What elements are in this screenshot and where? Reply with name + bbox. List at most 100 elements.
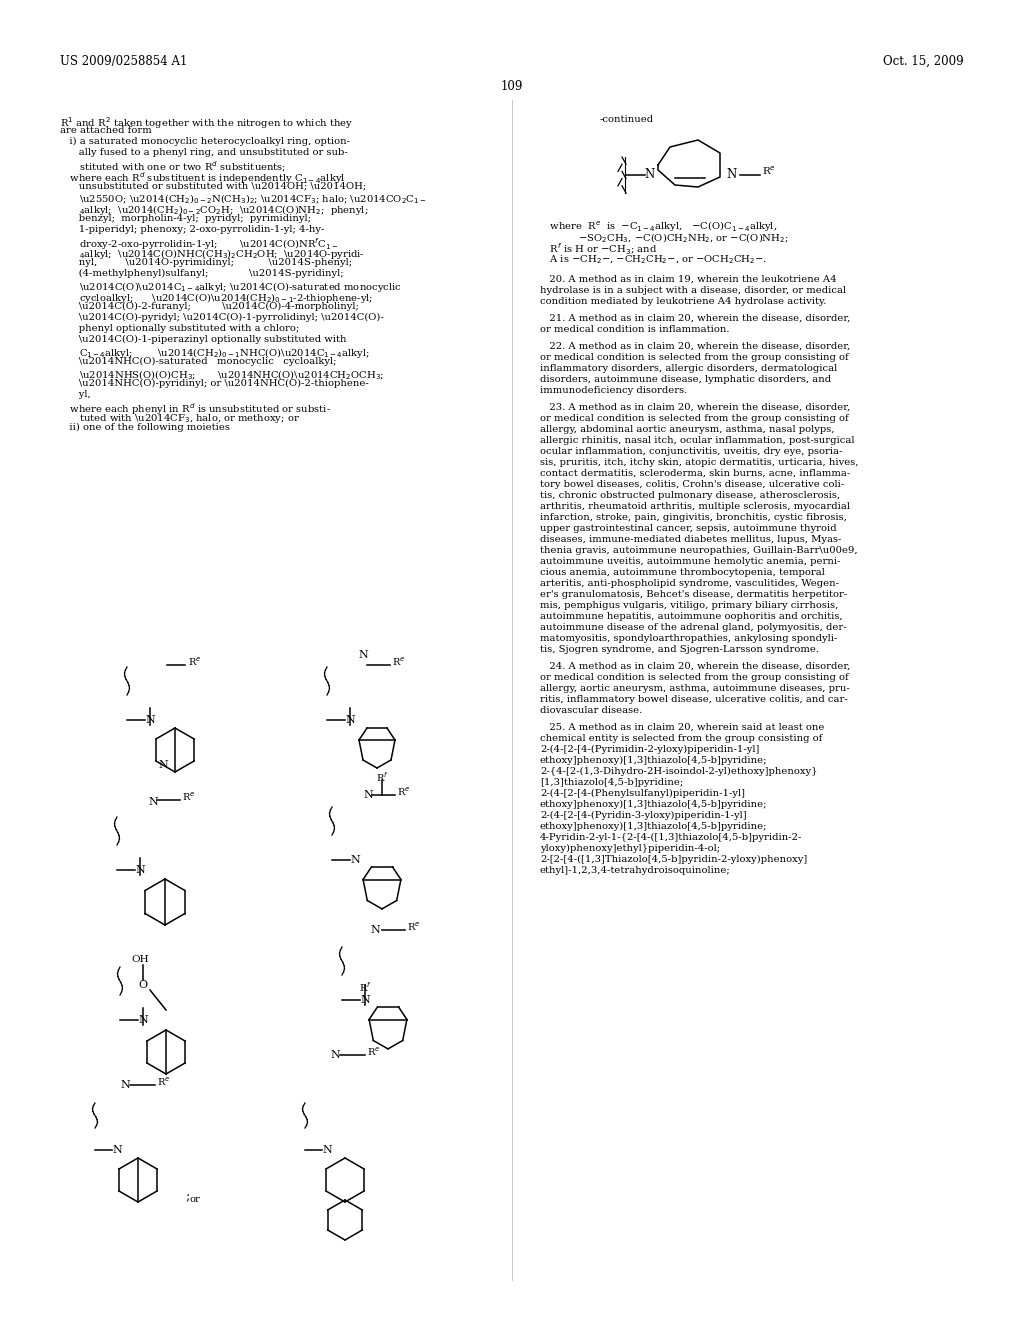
Text: R$^e$: R$^e$ xyxy=(407,921,420,933)
Text: N: N xyxy=(135,865,144,875)
Text: N: N xyxy=(158,760,168,770)
Text: R$^1$ and R$^2$ taken together with the nitrogen to which they: R$^1$ and R$^2$ taken together with the … xyxy=(60,115,353,131)
Text: mis, pemphigus vulgaris, vitiligo, primary biliary cirrhosis,: mis, pemphigus vulgaris, vitiligo, prima… xyxy=(540,601,839,610)
Text: $_{4}$alkyl;  \u2014C(O)NHC(CH$_3$)$_2$CH$_2$OH;  \u2014O-pyridi-: $_{4}$alkyl; \u2014C(O)NHC(CH$_3$)$_2$CH… xyxy=(60,247,365,261)
Text: phenyl optionally substituted with a chloro;: phenyl optionally substituted with a chl… xyxy=(60,323,299,333)
Text: 4-Pyridin-2-yl-1-{2-[4-([1,3]thiazolo[4,5-b]pyridin-2-: 4-Pyridin-2-yl-1-{2-[4-([1,3]thiazolo[4,… xyxy=(540,833,803,842)
Text: 2-[2-[4-([1,3]Thiazolo[4,5-b]pyridin-2-yloxy)phenoxy]: 2-[2-[4-([1,3]Thiazolo[4,5-b]pyridin-2-y… xyxy=(540,855,807,865)
Text: allergy, abdominal aortic aneurysm, asthma, nasal polyps,: allergy, abdominal aortic aneurysm, asth… xyxy=(540,425,835,434)
Text: 2-(4-[2-[4-(Pyrimidin-2-yloxy)piperidin-1-yl]: 2-(4-[2-[4-(Pyrimidin-2-yloxy)piperidin-… xyxy=(540,744,760,754)
Text: 20. A method as in claim 19, wherein the leukotriene A4: 20. A method as in claim 19, wherein the… xyxy=(540,275,837,284)
Text: N: N xyxy=(112,1144,122,1155)
Text: R$^e$: R$^e$ xyxy=(182,791,196,803)
Text: ethoxy]phenoxy)[1,3]thiazolo[4,5-b]pyridine;: ethoxy]phenoxy)[1,3]thiazolo[4,5-b]pyrid… xyxy=(540,822,768,832)
Text: allergic rhinitis, nasal itch, ocular inflammation, post-surgical: allergic rhinitis, nasal itch, ocular in… xyxy=(540,436,854,445)
Text: ;: ; xyxy=(185,1191,189,1203)
Text: -continued: -continued xyxy=(600,115,654,124)
Text: N: N xyxy=(145,715,155,725)
Text: 23. A method as in claim 20, wherein the disease, disorder,: 23. A method as in claim 20, wherein the… xyxy=(540,403,850,412)
Text: R$^f$: R$^f$ xyxy=(376,770,388,784)
Text: benzyl;  morpholin-4-yl;  pyridyl;  pyrimidinyl;: benzyl; morpholin-4-yl; pyridyl; pyrimid… xyxy=(60,214,311,223)
Text: autoimmune uveitis, autoimmune hemolytic anemia, perni-: autoimmune uveitis, autoimmune hemolytic… xyxy=(540,557,841,566)
Text: \u2014C(O)\u2014C$_{1-4}$alkyl; \u2014C(O)-saturated monocyclic: \u2014C(O)\u2014C$_{1-4}$alkyl; \u2014C(… xyxy=(60,280,401,294)
Text: R$^e$: R$^e$ xyxy=(367,1045,380,1059)
Text: autoimmune hepatitis, autoimmune oophoritis and orchitis,: autoimmune hepatitis, autoimmune oophori… xyxy=(540,612,843,620)
Text: N: N xyxy=(323,1144,332,1155)
Text: 109: 109 xyxy=(501,81,523,92)
Text: ethoxy]phenoxy)[1,3]thiazolo[4,5-b]pyridine;: ethoxy]phenoxy)[1,3]thiazolo[4,5-b]pyrid… xyxy=(540,800,768,809)
Text: tis, Sjogren syndrome, and Sjogren-Larsson syndrome.: tis, Sjogren syndrome, and Sjogren-Larss… xyxy=(540,645,819,653)
Text: unsubstituted or substituted with \u2014OH; \u2014OH;: unsubstituted or substituted with \u2014… xyxy=(60,181,367,190)
Text: R$^e$: R$^e$ xyxy=(762,165,776,177)
Text: where each R$^d$ substituent is independently C$_{1-4}$alkyl: where each R$^d$ substituent is independ… xyxy=(60,170,346,186)
Text: matomyositis, spondyloarthropathies, ankylosing spondyli-: matomyositis, spondyloarthropathies, ank… xyxy=(540,634,838,643)
Text: 2-(4-[2-[4-(Phenylsulfanyl)piperidin-1-yl]: 2-(4-[2-[4-(Phenylsulfanyl)piperidin-1-y… xyxy=(540,789,745,799)
Text: are attached form: are attached form xyxy=(60,125,152,135)
Text: OH: OH xyxy=(131,954,148,964)
Text: R$^e$: R$^e$ xyxy=(392,656,406,668)
Text: R$^f$ is H or $-$CH$_3$; and: R$^f$ is H or $-$CH$_3$; and xyxy=(540,242,657,257)
Text: yl,: yl, xyxy=(60,389,91,399)
Text: N: N xyxy=(345,715,355,725)
Text: N: N xyxy=(727,169,737,181)
Text: 2-(4-[2-[4-(Pyridin-3-yloxy)piperidin-1-yl]: 2-(4-[2-[4-(Pyridin-3-yloxy)piperidin-1-… xyxy=(540,810,746,820)
Text: N: N xyxy=(358,649,368,660)
Text: N: N xyxy=(645,169,655,181)
Text: or medical condition is selected from the group consisting of: or medical condition is selected from th… xyxy=(540,352,849,362)
Text: tory bowel diseases, colitis, Crohn's disease, ulcerative coli-: tory bowel diseases, colitis, Crohn's di… xyxy=(540,480,844,488)
Text: autoimmune disease of the adrenal gland, polymyositis, der-: autoimmune disease of the adrenal gland,… xyxy=(540,623,847,632)
Text: \u2014C(O)-1-piperazinyl optionally substituted with: \u2014C(O)-1-piperazinyl optionally subs… xyxy=(60,335,346,345)
Text: R$^f$: R$^f$ xyxy=(358,979,372,994)
Text: A is $-$CH$_2$$-$, $-$CH$_2$CH$_2$$-$, or $-$OCH$_2$CH$_2$$-$.: A is $-$CH$_2$$-$, $-$CH$_2$CH$_2$$-$, o… xyxy=(540,253,767,265)
Text: \u2014C(O)-2-furanyl;          \u2014C(O)-4-morpholinyl;: \u2014C(O)-2-furanyl; \u2014C(O)-4-morph… xyxy=(60,302,358,312)
Text: ocular inflammation, conjunctivitis, uveitis, dry eye, psoria-: ocular inflammation, conjunctivitis, uve… xyxy=(540,447,843,455)
Text: cycloalkyl;      \u2014C(O)\u2014(CH$_2$)$_{0-1}$-2-thiophene-yl;: cycloalkyl; \u2014C(O)\u2014(CH$_2$)$_{0… xyxy=(60,290,374,305)
Text: yloxy)phenoxy]ethyl}piperidin-4-ol;: yloxy)phenoxy]ethyl}piperidin-4-ol; xyxy=(540,843,720,853)
Text: immunodeficiency disorders.: immunodeficiency disorders. xyxy=(540,385,687,395)
Text: i) a saturated monocyclic heterocycloalkyl ring, option-: i) a saturated monocyclic heterocycloalk… xyxy=(60,137,350,147)
Text: O: O xyxy=(138,979,147,990)
Text: 25. A method as in claim 20, wherein said at least one: 25. A method as in claim 20, wherein sai… xyxy=(540,723,824,733)
Text: chemical entity is selected from the group consisting of: chemical entity is selected from the gro… xyxy=(540,734,822,743)
Text: N: N xyxy=(330,1049,340,1060)
Text: hydrolase is in a subject with a disease, disorder, or medical: hydrolase is in a subject with a disease… xyxy=(540,286,846,294)
Text: arteritis, anti-phospholipid syndrome, vasculitides, Wegen-: arteritis, anti-phospholipid syndrome, v… xyxy=(540,579,839,587)
Text: condition mediated by leukotriene A4 hydrolase activity.: condition mediated by leukotriene A4 hyd… xyxy=(540,297,826,306)
Text: ii) one of the following moieties: ii) one of the following moieties xyxy=(60,422,229,432)
Text: where  R$^e$  is  $-$C$_{1-4}$alkyl,   $-$C(O)C$_{1-4}$alkyl,: where R$^e$ is $-$C$_{1-4}$alkyl, $-$C(O… xyxy=(540,220,777,235)
Text: ethyl]-1,2,3,4-tetrahydroisoquinoline;: ethyl]-1,2,3,4-tetrahydroisoquinoline; xyxy=(540,866,731,875)
Text: or medical condition is inflammation.: or medical condition is inflammation. xyxy=(540,325,729,334)
Text: 22. A method as in claim 20, wherein the disease, disorder,: 22. A method as in claim 20, wherein the… xyxy=(540,342,850,351)
Text: N: N xyxy=(138,1015,147,1026)
Text: N: N xyxy=(148,797,158,807)
Text: N: N xyxy=(364,789,373,800)
Text: [1,3]thiazolo[4,5-b]pyridine;: [1,3]thiazolo[4,5-b]pyridine; xyxy=(540,777,683,787)
Text: (4-methylphenyl)sulfanyl;             \u2014S-pyridinyl;: (4-methylphenyl)sulfanyl; \u2014S-pyridi… xyxy=(60,269,344,279)
Text: ally fused to a phenyl ring, and unsubstituted or sub-: ally fused to a phenyl ring, and unsubst… xyxy=(60,148,348,157)
Text: \u2014NHS(O)(O)CH$_3$;       \u2014NHC(O)\u2014CH$_2$OCH$_3$;: \u2014NHS(O)(O)CH$_3$; \u2014NHC(O)\u201… xyxy=(60,368,384,381)
Text: C$_{1-4}$alkyl;        \u2014(CH$_2$)$_{0-1}$NHC(O)\u2014C$_{1-4}$alkyl;: C$_{1-4}$alkyl; \u2014(CH$_2$)$_{0-1}$NH… xyxy=(60,346,370,360)
Text: R$^e$: R$^e$ xyxy=(188,656,202,668)
Text: arthritis, rheumatoid arthritis, multiple sclerosis, myocardial: arthritis, rheumatoid arthritis, multipl… xyxy=(540,502,850,511)
Text: $-$SO$_2$CH$_3$, $-$C(O)CH$_2$NH$_2$, or $-$C(O)NH$_2$;: $-$SO$_2$CH$_3$, $-$C(O)CH$_2$NH$_2$, or… xyxy=(540,231,788,244)
Text: upper gastrointestinal cancer, sepsis, autoimmune thyroid: upper gastrointestinal cancer, sepsis, a… xyxy=(540,524,837,533)
Text: er's granulomatosis, Behcet's disease, dermatitis herpetitor-: er's granulomatosis, Behcet's disease, d… xyxy=(540,590,847,599)
Text: N: N xyxy=(360,995,370,1005)
Text: N: N xyxy=(370,925,380,935)
Text: \u2014NHC(O)-pyridinyl; or \u2014NHC(O)-2-thiophene-: \u2014NHC(O)-pyridinyl; or \u2014NHC(O)-… xyxy=(60,379,369,388)
Text: \u2014NHC(O)-saturated   monocyclic   cycloalkyl;: \u2014NHC(O)-saturated monocyclic cycloa… xyxy=(60,356,337,366)
Text: or medical condition is selected from the group consisting of: or medical condition is selected from th… xyxy=(540,414,849,422)
Text: disorders, autoimmune disease, lymphatic disorders, and: disorders, autoimmune disease, lymphatic… xyxy=(540,375,831,384)
Text: nyl,         \u2014O-pyrimidinyl;           \u2014S-phenyl;: nyl, \u2014O-pyrimidinyl; \u2014S-phenyl… xyxy=(60,257,352,267)
Text: 2-{4-[2-(1,3-Dihydro-2H-isoindol-2-yl)ethoxy]phenoxy}: 2-{4-[2-(1,3-Dihydro-2H-isoindol-2-yl)et… xyxy=(540,767,817,776)
Text: $_{4}$alkyl;  \u2014(CH$_2$)$_{0-2}$CO$_2$H;  \u2014C(O)NH$_2$;  phenyl;: $_{4}$alkyl; \u2014(CH$_2$)$_{0-2}$CO$_2… xyxy=(60,203,369,216)
Text: R$^e$: R$^e$ xyxy=(157,1076,170,1088)
Text: diseases, immune-mediated diabetes mellitus, lupus, Myas-: diseases, immune-mediated diabetes melli… xyxy=(540,535,842,544)
Text: R$^e$: R$^e$ xyxy=(397,785,411,799)
Text: inflammatory disorders, allergic disorders, dermatological: inflammatory disorders, allergic disorde… xyxy=(540,364,838,374)
Text: infarction, stroke, pain, gingivitis, bronchitis, cystic fibrosis,: infarction, stroke, pain, gingivitis, br… xyxy=(540,513,847,521)
Text: or medical condition is selected from the group consisting of: or medical condition is selected from th… xyxy=(540,673,849,682)
Text: or: or xyxy=(190,1195,201,1204)
Text: contact dermatitis, scleroderma, skin burns, acne, inflamma-: contact dermatitis, scleroderma, skin bu… xyxy=(540,469,850,478)
Text: stituted with one or two R$^d$ substituents;: stituted with one or two R$^d$ substitue… xyxy=(60,158,287,174)
